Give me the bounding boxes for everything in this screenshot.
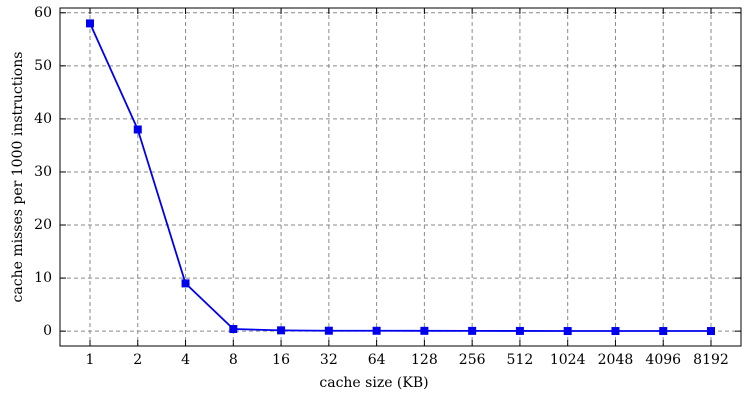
x-tick-label: 256 bbox=[459, 352, 486, 368]
point-marker bbox=[229, 325, 238, 334]
y-tick-label: 20 bbox=[34, 217, 52, 233]
point-marker bbox=[468, 326, 477, 335]
y-tick-label: 60 bbox=[34, 5, 52, 21]
point-marker bbox=[133, 125, 142, 134]
y-tick-label: 0 bbox=[43, 323, 52, 339]
x-tick-label: 4096 bbox=[645, 352, 681, 368]
x-tick-label: 32 bbox=[320, 352, 338, 368]
point-marker bbox=[420, 326, 429, 335]
point-marker bbox=[563, 327, 572, 336]
x-tick-label: 2 bbox=[133, 352, 142, 368]
y-tick-label: 50 bbox=[34, 58, 52, 74]
point-marker bbox=[707, 327, 715, 336]
x-tick-label: 1024 bbox=[550, 352, 586, 368]
point-marker bbox=[515, 326, 524, 335]
x-tick-label: 8 bbox=[229, 352, 238, 368]
point-marker bbox=[181, 279, 190, 288]
point-marker bbox=[324, 326, 333, 335]
x-tick-label: 1 bbox=[86, 352, 95, 368]
x-tick-label: 64 bbox=[368, 352, 386, 368]
x-tick-label: 16 bbox=[272, 352, 290, 368]
x-tick-label: 512 bbox=[507, 352, 534, 368]
y-tick-label: 40 bbox=[34, 111, 52, 127]
point-marker bbox=[611, 327, 620, 336]
point-marker bbox=[659, 327, 668, 336]
point-marker bbox=[86, 19, 94, 28]
plot-frame bbox=[59, 7, 742, 347]
y-axis-label: cache misses per 1000 instructions bbox=[10, 52, 26, 303]
y-tick-label: 10 bbox=[34, 270, 52, 286]
x-tick-label: 8192 bbox=[693, 352, 729, 368]
y-tick-label: 30 bbox=[34, 164, 52, 180]
x-tick-label: 128 bbox=[411, 352, 438, 368]
x-tick-label: 2048 bbox=[598, 352, 634, 368]
point-marker bbox=[277, 326, 286, 335]
series-line bbox=[89, 23, 711, 332]
point-marker bbox=[372, 326, 381, 335]
x-tick-label: 4 bbox=[181, 352, 190, 368]
x-axis-label: cache size (KB) bbox=[319, 375, 428, 391]
